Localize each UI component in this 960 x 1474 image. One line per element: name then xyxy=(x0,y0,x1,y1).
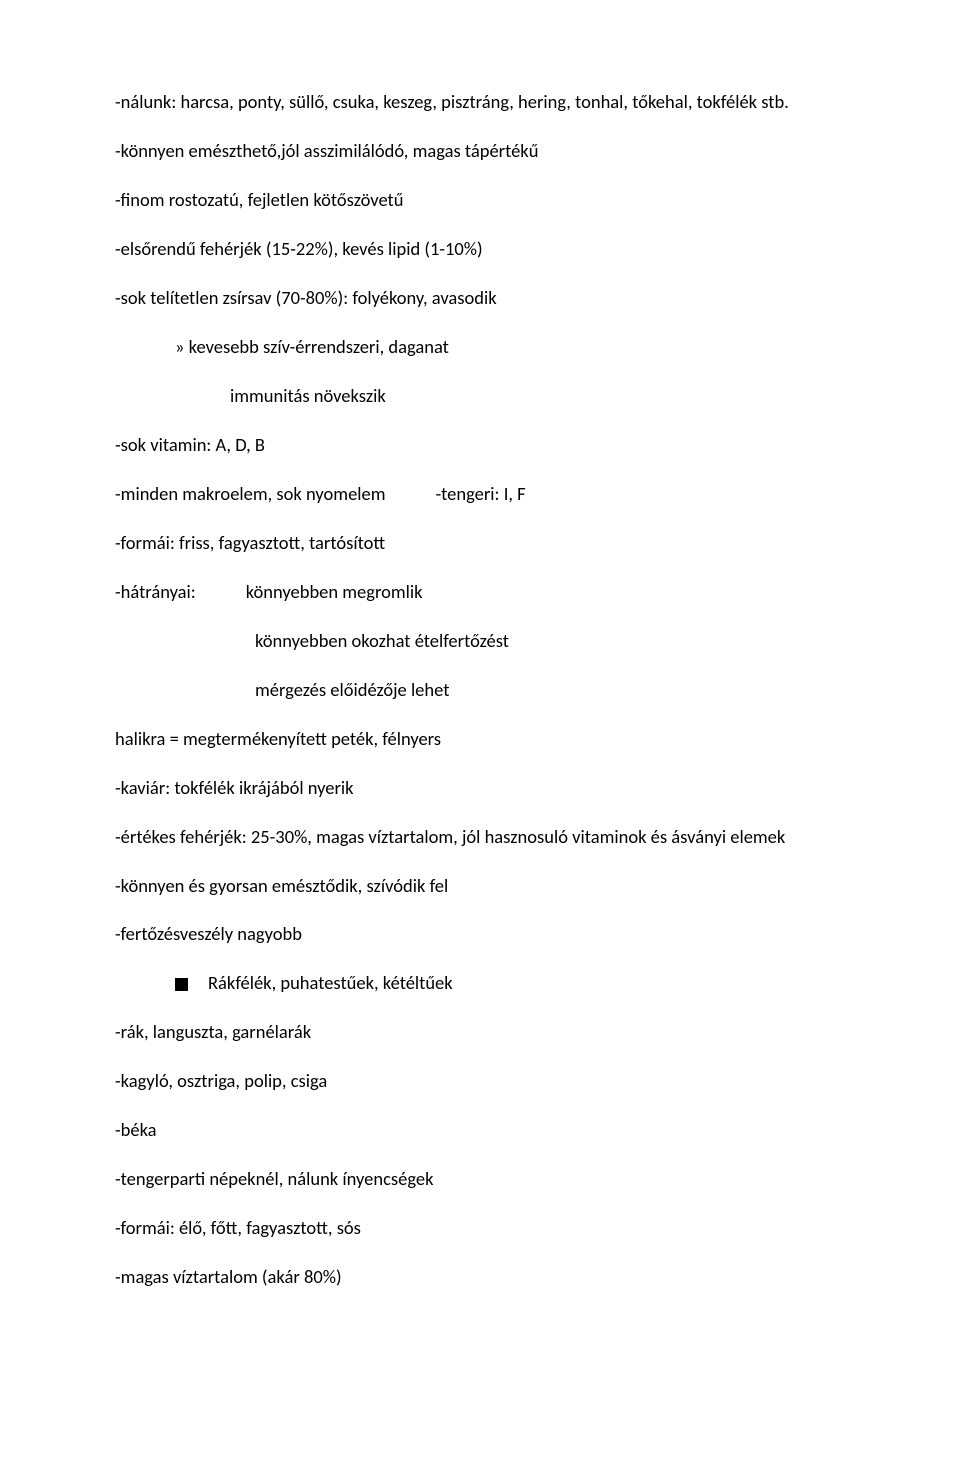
text-line: halikra = megtermékenyített peték, félny… xyxy=(115,727,850,752)
text-line-indented: immunitás növekszik xyxy=(115,384,850,409)
text-line: -könnyen és gyorsan emésztődik, szívódik… xyxy=(115,874,850,899)
square-bullet-icon xyxy=(175,978,188,991)
document-page: -nálunk: harcsa, ponty, süllő, csuka, ke… xyxy=(0,0,960,1350)
text-fragment: könnyebben megromlik xyxy=(246,580,423,605)
bullet-label: Rákfélék, puhatestűek, kétéltűek xyxy=(208,971,453,996)
text-line: -finom rostozatú, fejletlen kötőszövetű xyxy=(115,188,850,213)
text-row: -hátrányai: könnyebben megromlik xyxy=(115,580,850,605)
text-line: -béka xyxy=(115,1118,850,1143)
text-line: -értékes fehérjék: 25-30%, magas víztart… xyxy=(115,825,850,850)
spacer xyxy=(196,580,246,605)
text-line-indented: könnyebben okozhat ételfertőzést xyxy=(115,629,850,654)
text-line: -sok vitamin: A, D, B xyxy=(115,433,850,458)
text-line-indented: » kevesebb szív-érrendszeri, daganat xyxy=(115,335,850,360)
text-line: -könnyen emészthető,jól asszimilálódó, m… xyxy=(115,139,850,164)
text-fragment: -minden makroelem, sok nyomelem xyxy=(115,482,386,507)
text-fragment: -hátrányai: xyxy=(115,580,196,605)
text-line: -magas víztartalom (akár 80%) xyxy=(115,1265,850,1290)
text-line: -kaviár: tokfélék ikrájából nyerik xyxy=(115,776,850,801)
text-line: -formái: élő, főtt, fagyasztott, sós xyxy=(115,1216,850,1241)
text-fragment: -tengeri: I, F xyxy=(436,482,526,507)
text-line: -nálunk: harcsa, ponty, süllő, csuka, ke… xyxy=(115,90,850,115)
text-line: -kagyló, osztriga, polip, csiga xyxy=(115,1069,850,1094)
bullet-item: Rákfélék, puhatestűek, kétéltűek xyxy=(115,971,850,996)
text-line: -formái: friss, fagyasztott, tartósított xyxy=(115,531,850,556)
text-line: -tengerparti népeknél, nálunk ínyencsége… xyxy=(115,1167,850,1192)
text-line: -elsőrendű fehérjék (15-22%), kevés lipi… xyxy=(115,237,850,262)
text-line: -rák, languszta, garnélarák xyxy=(115,1020,850,1045)
text-line: -sok telítetlen zsírsav (70-80%): folyék… xyxy=(115,286,850,311)
text-row: -minden makroelem, sok nyomelem -tengeri… xyxy=(115,482,850,507)
spacer xyxy=(386,482,436,507)
text-line-indented: mérgezés előidézője lehet xyxy=(115,678,850,703)
text-line: -fertőzésveszély nagyobb xyxy=(115,922,850,947)
